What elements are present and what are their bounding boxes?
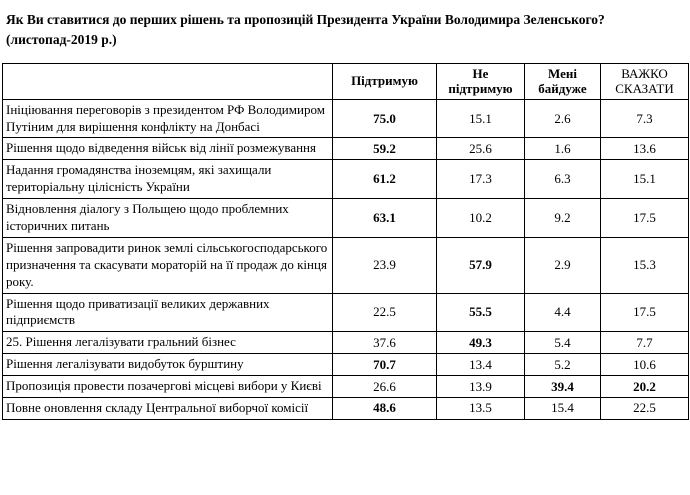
row-label: Пропозиція провести позачергові місцеві … xyxy=(2,375,333,399)
value-cell: 15.3 xyxy=(600,236,689,294)
value-cell: 26.6 xyxy=(332,375,437,399)
table-row: Ініціювання переговорів з президентом РФ… xyxy=(2,98,689,139)
value-cell: 75.0 xyxy=(332,98,437,139)
value-cell: 9.2 xyxy=(524,198,601,238)
value-cell: 13.9 xyxy=(436,375,525,399)
value-cell: 4.4 xyxy=(524,292,601,333)
value-cell: 10.6 xyxy=(600,353,689,377)
value-cell: 22.5 xyxy=(332,292,437,333)
row-label: Рішення щодо приватизації великих держав… xyxy=(2,292,333,333)
value-cell: 37.6 xyxy=(332,331,437,355)
value-cell: 2.6 xyxy=(524,98,601,139)
row-label: Рішення запровадити ринок землі сільсько… xyxy=(2,236,333,294)
table-body: Ініціювання переговорів з президентом РФ… xyxy=(2,98,689,420)
value-cell: 17.5 xyxy=(600,292,689,333)
value-cell: 17.3 xyxy=(436,159,525,200)
column-header-indifferent: Мені байдуже xyxy=(524,62,601,100)
corner-cell xyxy=(2,62,333,100)
table-row: Повне оновлення складу Центральної вибор… xyxy=(2,397,689,420)
row-label: Рішення легалізувати видобуток бурштину xyxy=(2,353,333,377)
value-cell: 61.2 xyxy=(332,159,437,200)
row-label: 25. Рішення легалізувати гральний бізнес xyxy=(2,331,333,355)
value-cell: 22.5 xyxy=(600,397,689,420)
value-cell: 5.2 xyxy=(524,353,601,377)
value-cell: 49.3 xyxy=(436,331,525,355)
row-label: Надання громадянства іноземцям, які захи… xyxy=(2,159,333,200)
row-label: Відновлення діалогу з Польщею щодо пробл… xyxy=(2,198,333,238)
row-label: Рішення щодо відведення військ від лінії… xyxy=(2,137,333,161)
value-cell: 10.2 xyxy=(436,198,525,238)
survey-table: Підтримую Не підтримую Мені байдуже ВАЖК… xyxy=(2,62,689,420)
value-cell: 15.1 xyxy=(436,98,525,139)
document-page: Як Ви ставитися до перших рішень та проп… xyxy=(2,12,689,420)
value-cell: 2.9 xyxy=(524,236,601,294)
value-cell: 6.3 xyxy=(524,159,601,200)
value-cell: 13.6 xyxy=(600,137,689,161)
table-row: Рішення легалізувати видобуток бурштину 7… xyxy=(2,353,689,377)
value-cell: 20.2 xyxy=(600,375,689,399)
header-row: Підтримую Не підтримую Мені байдуже ВАЖК… xyxy=(2,62,689,100)
page-title: Як Ви ставитися до перших рішень та проп… xyxy=(6,12,605,48)
value-cell: 5.4 xyxy=(524,331,601,355)
value-cell: 59.2 xyxy=(332,137,437,161)
value-cell: 23.9 xyxy=(332,236,437,294)
column-header-not-support: Не підтримую xyxy=(436,62,525,100)
table-row: 25. Рішення легалізувати гральний бізнес… xyxy=(2,331,689,355)
value-cell: 55.5 xyxy=(436,292,525,333)
value-cell: 63.1 xyxy=(332,198,437,238)
table-row: Надання громадянства іноземцям, які захи… xyxy=(2,159,689,200)
value-cell: 1.6 xyxy=(524,137,601,161)
value-cell: 13.4 xyxy=(436,353,525,377)
value-cell: 70.7 xyxy=(332,353,437,377)
value-cell: 7.3 xyxy=(600,98,689,139)
table-row: Відновлення діалогу з Польщею щодо пробл… xyxy=(2,198,689,238)
value-cell: 48.6 xyxy=(332,397,437,420)
column-header-support: Підтримую xyxy=(332,62,437,100)
value-cell: 13.5 xyxy=(436,397,525,420)
value-cell: 17.5 xyxy=(600,198,689,238)
table-row: Рішення запровадити ринок землі сільсько… xyxy=(2,236,689,294)
value-cell: 39.4 xyxy=(524,375,601,399)
table-row: Рішення щодо відведення військ від лінії… xyxy=(2,137,689,161)
row-label: Ініціювання переговорів з президентом РФ… xyxy=(2,98,333,139)
row-label: Повне оновлення складу Центральної вибор… xyxy=(2,397,333,420)
value-cell: 57.9 xyxy=(436,236,525,294)
table-row: Рішення щодо приватизації великих держав… xyxy=(2,292,689,333)
value-cell: 25.6 xyxy=(436,137,525,161)
value-cell: 15.4 xyxy=(524,397,601,420)
column-header-hard-to-say: ВАЖКО СКАЗАТИ xyxy=(600,62,689,100)
value-cell: 7.7 xyxy=(600,331,689,355)
value-cell: 15.1 xyxy=(600,159,689,200)
table-row: Пропозиція провести позачергові місцеві … xyxy=(2,375,689,399)
